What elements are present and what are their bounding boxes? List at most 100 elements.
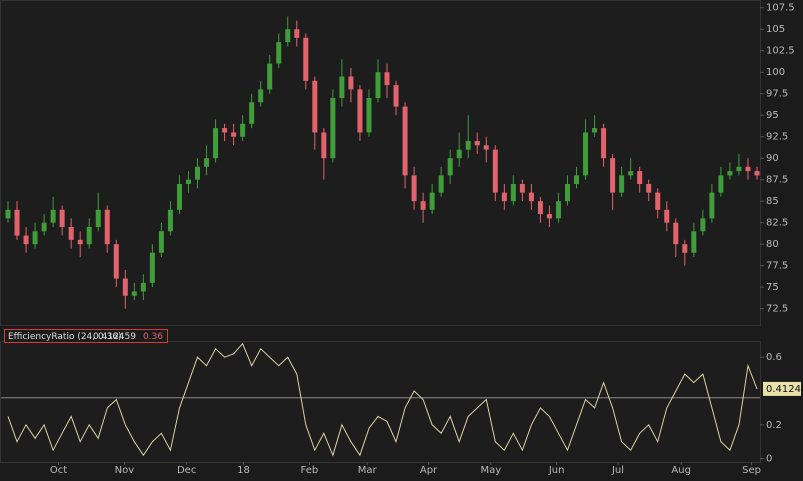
candle-body [50,209,56,223]
candle-body [555,201,561,219]
y-tick-label: 100 [766,67,785,78]
x-tick-label: Mar [358,465,378,476]
y-tick-label: 85 [766,196,779,207]
candle-body [601,128,607,159]
candle-body [583,132,589,176]
candle-body [447,158,453,176]
indicator-pane [0,341,761,463]
y-tick-label: 82.5 [766,218,788,229]
candle-body [429,192,435,210]
candle-body [393,85,399,107]
candle-body [231,132,237,137]
candle-body [546,214,552,219]
candle-body [5,209,11,219]
candle-body [14,209,20,236]
candle-body [113,244,119,279]
candle-body [619,175,625,193]
indicator-header [4,329,168,343]
candle-body [222,128,228,133]
y-tick-label: 107.5 [766,3,795,14]
candle-body [655,192,661,210]
candle-body [384,72,390,86]
candle-body [158,231,164,253]
y-tick-label: 80 [766,239,779,250]
candle-body [348,76,354,90]
x-tick-label: Dec [177,465,196,476]
candle-body [285,29,291,43]
y-tick-label: 0.2 [766,420,782,431]
candle-body [411,175,417,202]
candle-body [637,171,643,184]
y-tick-label: 75 [766,282,779,293]
candle-body [754,171,760,176]
indicator-line [7,342,758,457]
y-tick-label: 105 [766,24,785,35]
candle-body [195,166,201,180]
candle-body [564,183,570,202]
candle-body [131,291,137,296]
candle-body [736,166,742,172]
y-tick-label: 95 [766,110,779,121]
candle-body [240,123,246,137]
x-tick-label: Aug [671,465,691,476]
indicator-title: EfficiencyRatio (24, 0.36) [8,332,122,342]
indicator-value: 0.412459 [93,332,136,342]
candle-body [610,158,616,193]
candle-body [41,222,47,232]
x-tick-label: Oct [50,465,67,476]
candle-body [465,141,471,150]
candle-body [176,183,182,210]
candle-body [592,128,598,133]
x-tick-label: Nov [115,465,135,476]
candle-body [375,72,381,99]
candle-body [646,183,652,193]
candle-body [357,89,363,133]
candle-body [303,37,309,81]
candle-body [167,209,173,232]
candle-body [366,98,372,133]
candle-body [402,106,408,176]
candle-body [249,102,255,124]
x-tick-label: Apr [420,465,438,476]
candle-body [709,192,715,219]
candle-body [501,192,507,202]
candle-body [267,63,273,90]
x-tick-label: Feb [301,465,319,476]
y-tick-label: 0.6 [766,352,782,363]
candle-body [77,239,83,245]
price-pane [0,0,761,326]
candle-body [682,244,688,253]
candle-body [330,98,336,159]
current-value-box [763,381,801,396]
candle-body [86,226,92,245]
candle-body [691,231,697,253]
candle-body [149,252,155,283]
candle-body [438,175,444,193]
candle-body [23,235,29,245]
candle-body [122,278,128,296]
y-tick-label: 92.5 [766,132,788,143]
y-tick-label: 0 [766,454,772,465]
candle-body [456,149,462,159]
candle-body [718,175,724,193]
candle-body [32,231,38,245]
y-tick-label: 102.5 [766,46,795,57]
candle-body [628,171,634,176]
candle-body [59,209,65,227]
candle-body [276,42,282,64]
y-tick-label: 77.5 [766,261,788,272]
candle-body [104,209,110,245]
x-tick-label: Jun [548,465,565,476]
candle-body [420,201,426,210]
candle-body [727,171,733,176]
current-value-label: 0.41246 [766,384,803,395]
candle-body [213,128,219,159]
candle-body [537,201,543,215]
y-tick-label: 87.5 [766,175,788,186]
candle-body [673,222,679,245]
candle-body [68,226,74,240]
candle-body [745,166,751,172]
candle-body [258,89,264,103]
candle-body [204,158,210,167]
